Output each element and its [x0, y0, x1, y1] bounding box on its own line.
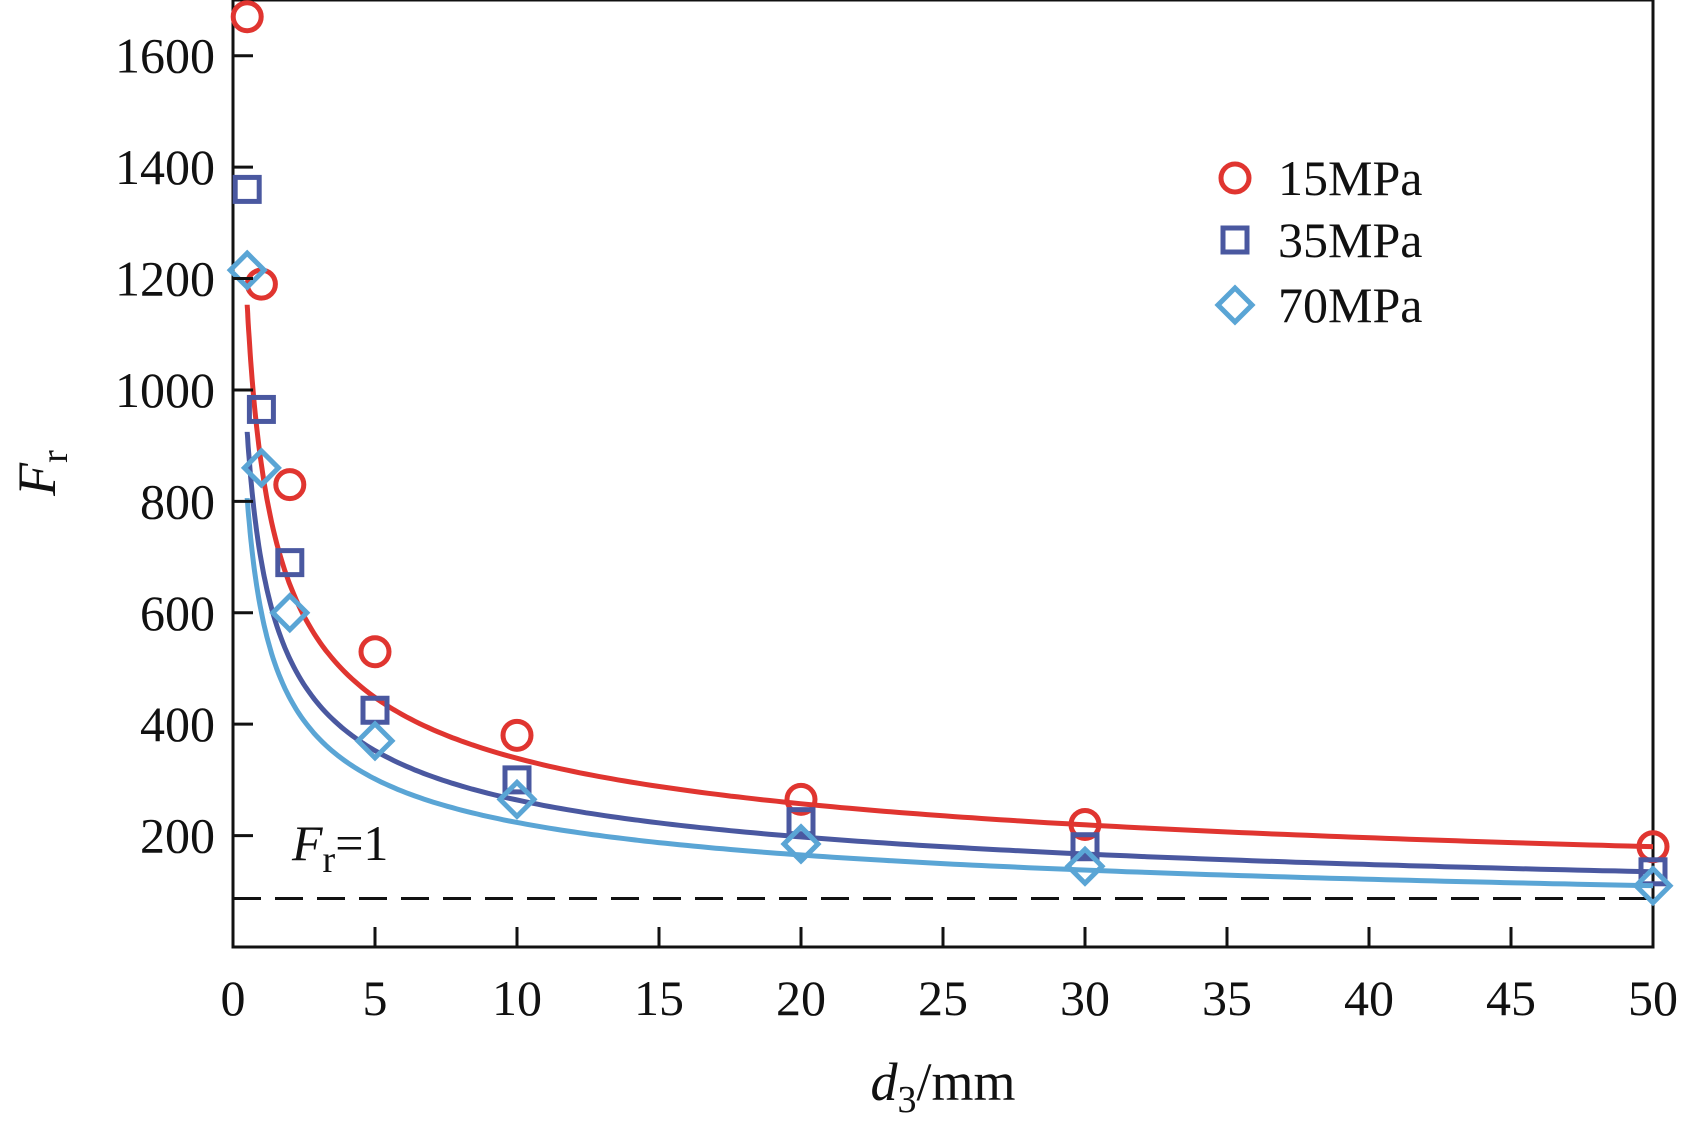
- data-point-circle: [230, 0, 264, 34]
- x-tick-label: 45: [1486, 970, 1536, 1026]
- x-tick-label: 0: [221, 970, 246, 1026]
- legend-label-35mpa: 35MPa: [1278, 212, 1422, 268]
- legend-label-15mpa: 15MPa: [1278, 150, 1422, 206]
- legend-marker-square: [1220, 225, 1250, 255]
- reference-label-sub: r: [323, 839, 336, 881]
- legend-label-70mpa: 70MPa: [1278, 277, 1422, 333]
- data-point-square: [1070, 832, 1100, 862]
- data-point-square: [502, 765, 532, 795]
- reference-label-main: F: [291, 815, 323, 871]
- series-line-15MPa: [244, 304, 1654, 850]
- legend-item-70mpa: 70MPa: [1214, 277, 1422, 333]
- x-tick-label: 25: [918, 970, 968, 1026]
- x-axis-title-unit: /mm: [916, 1052, 1015, 1112]
- y-tick-label: 1600: [115, 28, 215, 84]
- data-point-diamond: [780, 823, 822, 865]
- reference-line-label: Fr=1: [291, 815, 388, 881]
- x-axis-title-sub: 3: [897, 1079, 916, 1121]
- series-group: [226, 0, 1674, 907]
- x-tick-label: 10: [492, 970, 542, 1026]
- legend-marker-circle: [1218, 161, 1252, 195]
- data-point-square: [246, 394, 276, 424]
- legend-item-35mpa: 35MPa: [1220, 212, 1422, 268]
- x-tick-label: 50: [1628, 970, 1678, 1026]
- data-point-diamond: [496, 778, 538, 820]
- data-point-square: [786, 807, 816, 837]
- x-axis-title: d3/mm: [870, 1052, 1015, 1121]
- y-axis-title-sub: r: [34, 450, 76, 463]
- legend: 15MPa 35MPa 70MPa: [1214, 150, 1422, 333]
- data-point-diamond: [1064, 845, 1106, 887]
- reference-label-rest: =1: [335, 815, 388, 871]
- y-tick-label: 1200: [115, 251, 215, 307]
- x-tick-label: 15: [634, 970, 684, 1026]
- ticks-group: 0 5 10 15 20 25 30 35 40 45 50 200 400 600 800 1000 1200…: [115, 28, 1678, 1026]
- y-axis-title-main: F: [7, 462, 67, 497]
- data-point-circle: [358, 635, 392, 669]
- data-point-circle: [500, 718, 534, 752]
- data-point-circle: [1068, 807, 1102, 841]
- y-tick-label: 800: [140, 473, 215, 529]
- legend-marker-diamond: [1214, 284, 1256, 326]
- x-tick-label: 35: [1202, 970, 1252, 1026]
- x-tick-label: 40: [1344, 970, 1394, 1026]
- data-point-diamond: [1632, 865, 1674, 907]
- data-point-diamond: [354, 720, 396, 762]
- x-axis-title-main: d: [870, 1052, 898, 1112]
- data-point-circle: [784, 782, 818, 816]
- y-tick-label: 1000: [115, 362, 215, 418]
- y-tick-label: 400: [140, 696, 215, 752]
- legend-item-15mpa: 15MPa: [1218, 150, 1422, 206]
- series-line-35MPa: [244, 431, 1654, 875]
- y-axis-title: Fr: [7, 450, 76, 497]
- y-tick-label: 600: [140, 585, 215, 641]
- x-tick-label: 30: [1060, 970, 1110, 1026]
- data-point-diamond: [269, 592, 311, 634]
- data-point-square: [275, 548, 305, 578]
- data-point-diamond: [240, 447, 282, 489]
- x-tick-label: 5: [363, 970, 388, 1026]
- x-tick-label: 20: [776, 970, 826, 1026]
- data-point-circle: [273, 468, 307, 502]
- data-point-square: [232, 174, 262, 204]
- y-tick-label: 200: [140, 808, 215, 864]
- data-point-diamond: [226, 249, 268, 291]
- series-line-70MPa: [244, 498, 1654, 889]
- y-tick-label: 1400: [115, 139, 215, 195]
